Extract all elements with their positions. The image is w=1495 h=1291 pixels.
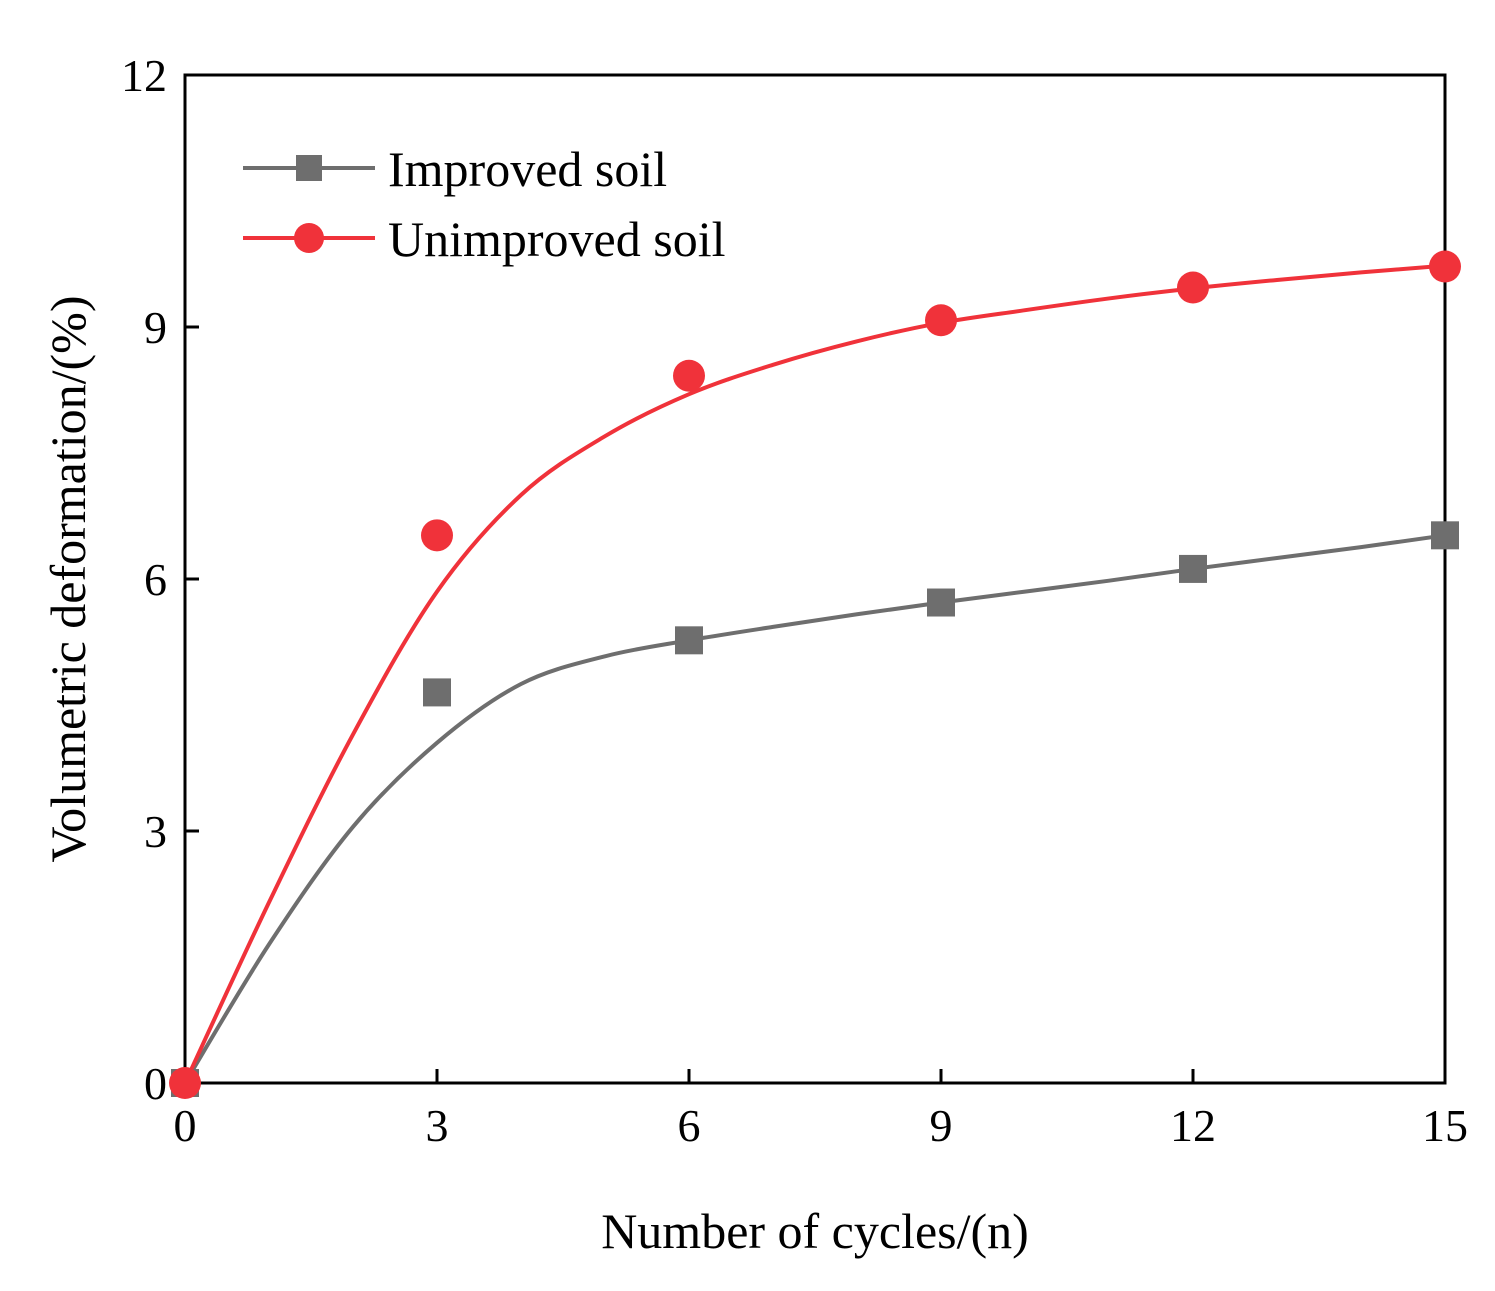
y-tick-label: 6 xyxy=(144,554,167,605)
y-axis-title: Volumetric deformation/(%) xyxy=(40,296,96,863)
legend-improved-marker xyxy=(296,155,322,181)
unimproved-soil-point xyxy=(1429,250,1461,283)
unimproved-soil-point xyxy=(673,359,705,392)
y-tick-label: 12 xyxy=(121,50,167,101)
x-tick-label: 3 xyxy=(426,1100,449,1151)
unimproved-soil-point xyxy=(1177,271,1209,304)
x-tick-label: 0 xyxy=(174,1100,197,1151)
fit-curves xyxy=(183,263,1446,1085)
improved-soil-point xyxy=(423,678,451,707)
y-tick-label: 3 xyxy=(144,806,167,857)
unimproved-soil-point xyxy=(925,304,957,337)
y-tick-label: 9 xyxy=(144,302,167,353)
legend: Improved soil Unimproved soil xyxy=(243,141,725,267)
improved-soil-fit-line xyxy=(183,533,1446,1085)
x-axis-ticks: 0 3 6 9 12 15 xyxy=(174,1069,1468,1151)
unimproved-soil-point xyxy=(421,519,453,552)
x-tick-label: 9 xyxy=(930,1100,953,1151)
unimproved-soil-fit-line xyxy=(183,263,1446,1084)
data-markers xyxy=(169,250,1461,1099)
legend-unimproved-marker xyxy=(294,223,324,253)
x-axis-title: Number of cycles/(n) xyxy=(601,1203,1029,1259)
improved-soil-point xyxy=(1179,554,1207,583)
y-axis-ticks: 0 3 6 9 12 xyxy=(121,50,199,1109)
x-tick-label: 6 xyxy=(678,1100,701,1151)
x-tick-label: 12 xyxy=(1170,1100,1216,1151)
improved-soil-point xyxy=(1431,521,1459,550)
improved-soil-point xyxy=(927,588,955,617)
unimproved-soil-point xyxy=(169,1067,201,1099)
x-tick-label: 15 xyxy=(1422,1100,1468,1151)
plot-frame xyxy=(183,73,1447,1085)
improved-soil-point xyxy=(675,626,703,655)
legend-unimproved-label: Unimproved soil xyxy=(388,211,725,267)
legend-improved-label: Improved soil xyxy=(388,141,667,197)
y-tick-label: 0 xyxy=(144,1058,167,1109)
